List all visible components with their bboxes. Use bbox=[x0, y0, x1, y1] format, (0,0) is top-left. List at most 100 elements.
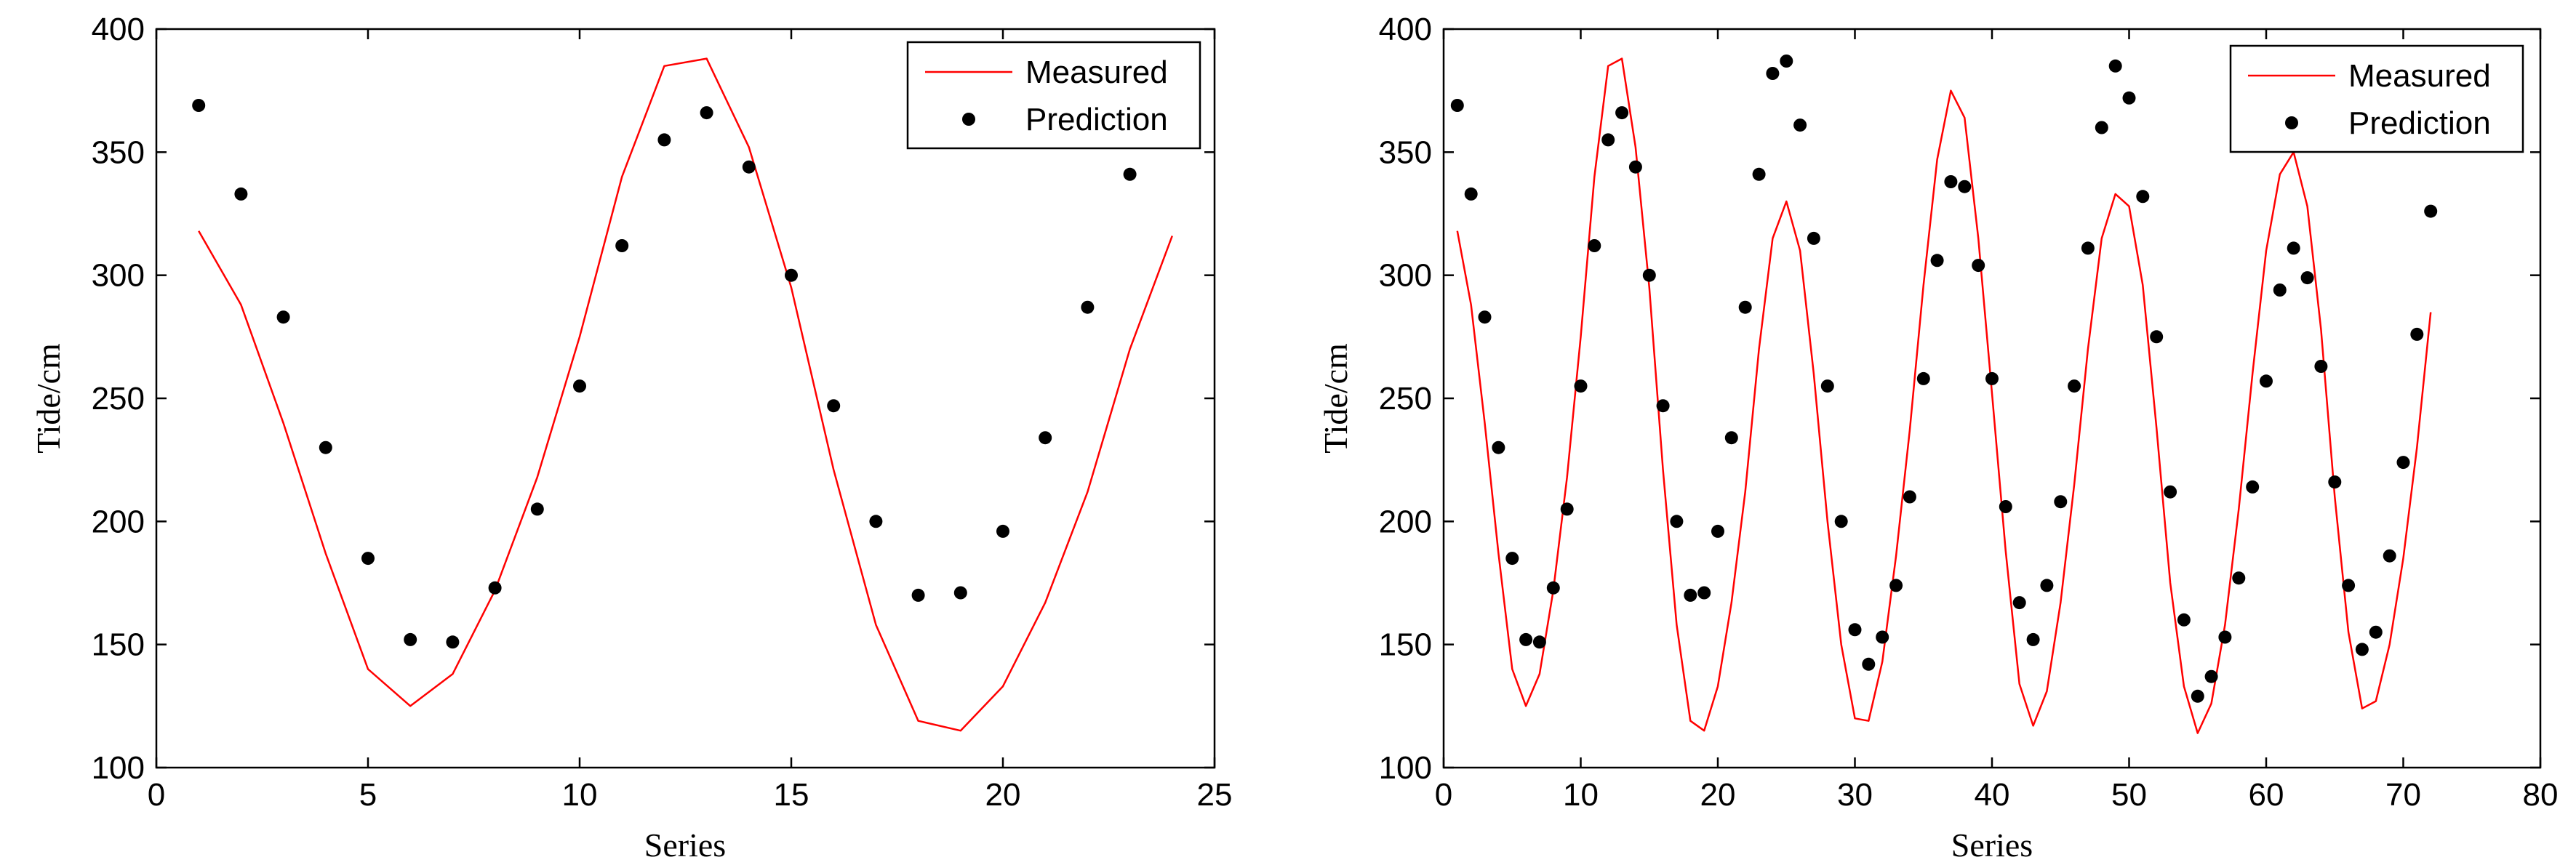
x-tick-label: 40 bbox=[1975, 777, 2010, 813]
legend-box bbox=[2229, 44, 2524, 153]
prediction-point bbox=[1793, 118, 1807, 132]
prediction-point bbox=[2026, 632, 2040, 646]
prediction-point bbox=[1039, 431, 1052, 445]
y-tick-label: 100 bbox=[92, 750, 145, 786]
prediction-point bbox=[700, 106, 713, 120]
prediction-point bbox=[2424, 204, 2438, 218]
prediction-point bbox=[1670, 515, 1684, 528]
prediction-point bbox=[1478, 310, 1492, 324]
y-tick-label: 150 bbox=[1379, 627, 1432, 663]
prediction-point bbox=[996, 524, 1009, 538]
prediction-point bbox=[488, 581, 502, 595]
legend-prediction-label: Prediction bbox=[2348, 105, 2491, 141]
prediction-point bbox=[615, 239, 629, 252]
prediction-point bbox=[2314, 360, 2328, 373]
prediction-point bbox=[1958, 180, 1972, 193]
prediction-point bbox=[573, 379, 586, 393]
x-tick-label: 0 bbox=[1435, 777, 1452, 813]
prediction-point bbox=[276, 310, 290, 324]
x-tick-label: 50 bbox=[2111, 777, 2147, 813]
prediction-point bbox=[1656, 399, 1670, 413]
prediction-point bbox=[1588, 239, 1601, 252]
prediction-point bbox=[2164, 485, 2177, 499]
x-tick-label: 10 bbox=[1563, 777, 1599, 813]
y-tick-label: 400 bbox=[92, 12, 145, 47]
prediction-point bbox=[1820, 379, 1834, 393]
x-tick-label: 70 bbox=[2385, 777, 2421, 813]
legend: Measured Prediction bbox=[906, 41, 1201, 150]
prediction-point bbox=[1972, 259, 1985, 273]
prediction-point bbox=[1930, 254, 1944, 267]
prediction-point bbox=[1450, 99, 1464, 112]
x-tick-label: 30 bbox=[1837, 777, 1873, 813]
y-axis-ticks: 100 150 200 250 300 350 400 bbox=[1379, 12, 2540, 786]
prediction-point bbox=[1834, 515, 1848, 528]
prediction-point bbox=[1999, 500, 2012, 513]
prediction-point bbox=[1492, 440, 1505, 454]
x-tick-label: 10 bbox=[562, 777, 598, 813]
prediction-point bbox=[1601, 133, 1615, 147]
prediction-point bbox=[1848, 623, 1862, 637]
prediction-point bbox=[1081, 300, 1095, 314]
legend-prediction-marker bbox=[962, 113, 975, 126]
prediction-point bbox=[2328, 475, 2342, 489]
prediction-point bbox=[1711, 524, 1724, 538]
prediction-point bbox=[2122, 91, 2136, 105]
legend-box bbox=[906, 41, 1201, 150]
prediction-point bbox=[2012, 596, 2026, 610]
x-tick-label: 20 bbox=[1700, 777, 1736, 813]
x-axis-ticks: 0 10 20 30 40 50 60 70 80 bbox=[1435, 29, 2559, 813]
prediction-point bbox=[2273, 283, 2287, 297]
x-tick-label: 0 bbox=[148, 777, 165, 813]
y-tick-label: 100 bbox=[1379, 750, 1432, 786]
prediction-point bbox=[1519, 632, 1533, 646]
prediction-point bbox=[1642, 268, 1656, 282]
y-tick-label: 250 bbox=[92, 381, 145, 417]
prediction-point bbox=[1697, 586, 1711, 600]
x-tick-label: 15 bbox=[774, 777, 809, 813]
prediction-point bbox=[234, 187, 248, 201]
prediction-point bbox=[2054, 495, 2068, 509]
series-line-measured bbox=[1456, 57, 2432, 734]
prediction-point bbox=[827, 399, 841, 413]
legend-prediction-marker bbox=[2285, 116, 2298, 129]
prediction-point bbox=[657, 133, 671, 147]
prediction-point bbox=[2177, 613, 2191, 627]
x-tick-label: 80 bbox=[2523, 777, 2559, 813]
prediction-point bbox=[1766, 67, 1780, 80]
prediction-point bbox=[2300, 271, 2314, 285]
y-axis-label: Tide/cm bbox=[1317, 343, 1354, 454]
prediction-point bbox=[1615, 106, 1629, 120]
y-tick-label: 300 bbox=[92, 258, 145, 294]
prediction-point bbox=[869, 515, 883, 528]
series-layer bbox=[192, 57, 1173, 732]
x-axis-ticks: 0 5 10 15 20 25 bbox=[148, 29, 1232, 813]
prediction-point bbox=[446, 635, 460, 649]
prediction-point bbox=[2150, 330, 2164, 344]
prediction-point bbox=[1738, 300, 1752, 314]
legend-prediction-label: Prediction bbox=[1025, 102, 1168, 137]
prediction-point bbox=[2068, 379, 2081, 393]
prediction-point bbox=[2232, 571, 2246, 585]
y-tick-label: 350 bbox=[1379, 134, 1432, 170]
prediction-point bbox=[2383, 549, 2396, 563]
prediction-point bbox=[1684, 588, 1697, 602]
x-tick-label: 60 bbox=[2249, 777, 2284, 813]
prediction-point bbox=[1532, 635, 1546, 649]
y-axis-label: Tide/cm bbox=[30, 343, 67, 454]
prediction-point bbox=[1862, 657, 1876, 671]
prediction-point bbox=[1560, 502, 1574, 516]
y-tick-label: 400 bbox=[1379, 12, 1432, 47]
y-tick-label: 300 bbox=[1379, 258, 1432, 294]
y-tick-label: 200 bbox=[1379, 504, 1432, 539]
prediction-point bbox=[1724, 431, 1738, 445]
prediction-point bbox=[2095, 121, 2108, 134]
prediction-point bbox=[953, 586, 967, 600]
prediction-point bbox=[742, 160, 756, 174]
x-tick-label: 20 bbox=[985, 777, 1021, 813]
prediction-point bbox=[2287, 241, 2300, 255]
prediction-point bbox=[1546, 581, 1560, 595]
prediction-point bbox=[2260, 374, 2273, 388]
